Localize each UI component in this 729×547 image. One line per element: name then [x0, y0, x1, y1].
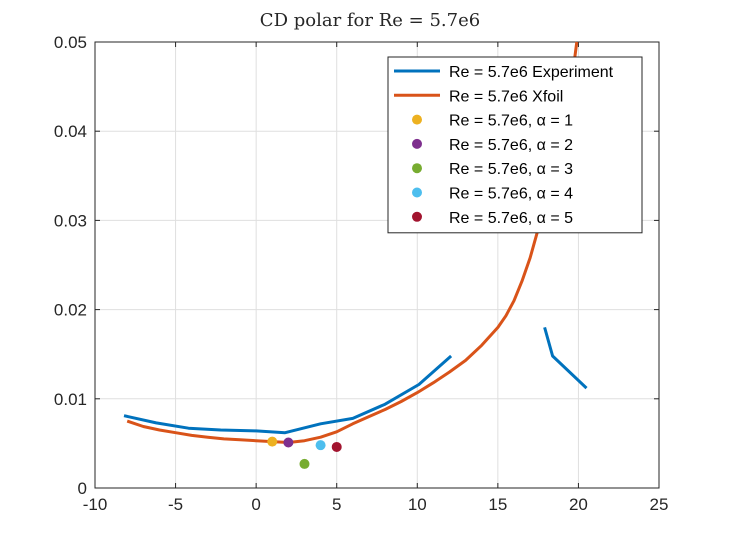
x-tick-label: 20: [569, 495, 588, 514]
plot-area-frame: [94, 41, 660, 489]
legend-swatch-point: [412, 211, 422, 222]
x-tick-label: 25: [650, 495, 669, 514]
data-point-6: [331, 441, 342, 452]
y-tick-label: 0: [78, 479, 87, 498]
y-tick-label: 0.04: [54, 122, 87, 141]
data-point-5: [315, 440, 326, 451]
legend-entry-label: Re = 5.7e6 Xfoil: [449, 88, 563, 105]
legend-swatch-point: [412, 138, 422, 149]
x-tick-label: 15: [488, 495, 507, 514]
x-tick-label: -5: [168, 495, 183, 514]
chart-title: CD polar for Re = 5.7e6: [260, 10, 480, 31]
data-point-4: [299, 458, 310, 469]
series-line-0: [123, 354, 453, 435]
legend-entry-label: Re = 5.7e6, α = 3: [449, 161, 573, 178]
legend-entry-label: Re = 5.7e6, α = 1: [449, 113, 573, 130]
y-tick-label: 0.05: [54, 33, 87, 52]
legend-entry-label: Re = 5.7e6, α = 2: [449, 137, 573, 154]
axis-ticks: -10 -5 0 5 10 15 20 25 0 0.01 0.02 0.03 0.04 0.05: [54, 33, 669, 514]
series-layer: [123, 41, 588, 469]
legend-swatch-point: [412, 163, 422, 174]
legend-swatch-point: [412, 187, 422, 198]
x-tick-label: -10: [83, 495, 108, 514]
x-tick-label: 0: [251, 495, 260, 514]
x-tick-label: 5: [332, 495, 341, 514]
x-tick-label: 10: [408, 495, 427, 514]
data-point-3: [283, 437, 294, 448]
data-point-2: [267, 436, 278, 447]
y-tick-label: 0.03: [54, 211, 87, 230]
legend-entry-label: Re = 5.7e6, α = 5: [449, 210, 573, 227]
y-tick-label: 0.01: [54, 390, 87, 409]
legend: Re = 5.7e6 Experiment Re = 5.7e6 Xfoil Re …: [387, 56, 643, 234]
legend-entry-label: Re = 5.7e6 Experiment: [449, 64, 614, 81]
legend-swatch-point: [412, 114, 422, 125]
y-tick-label: 0.02: [54, 301, 87, 320]
legend-entry-label: Re = 5.7e6, α = 4: [449, 186, 573, 203]
series-line-1: [126, 41, 579, 444]
series-line-0: [543, 326, 588, 390]
legend-box: [387, 56, 643, 234]
